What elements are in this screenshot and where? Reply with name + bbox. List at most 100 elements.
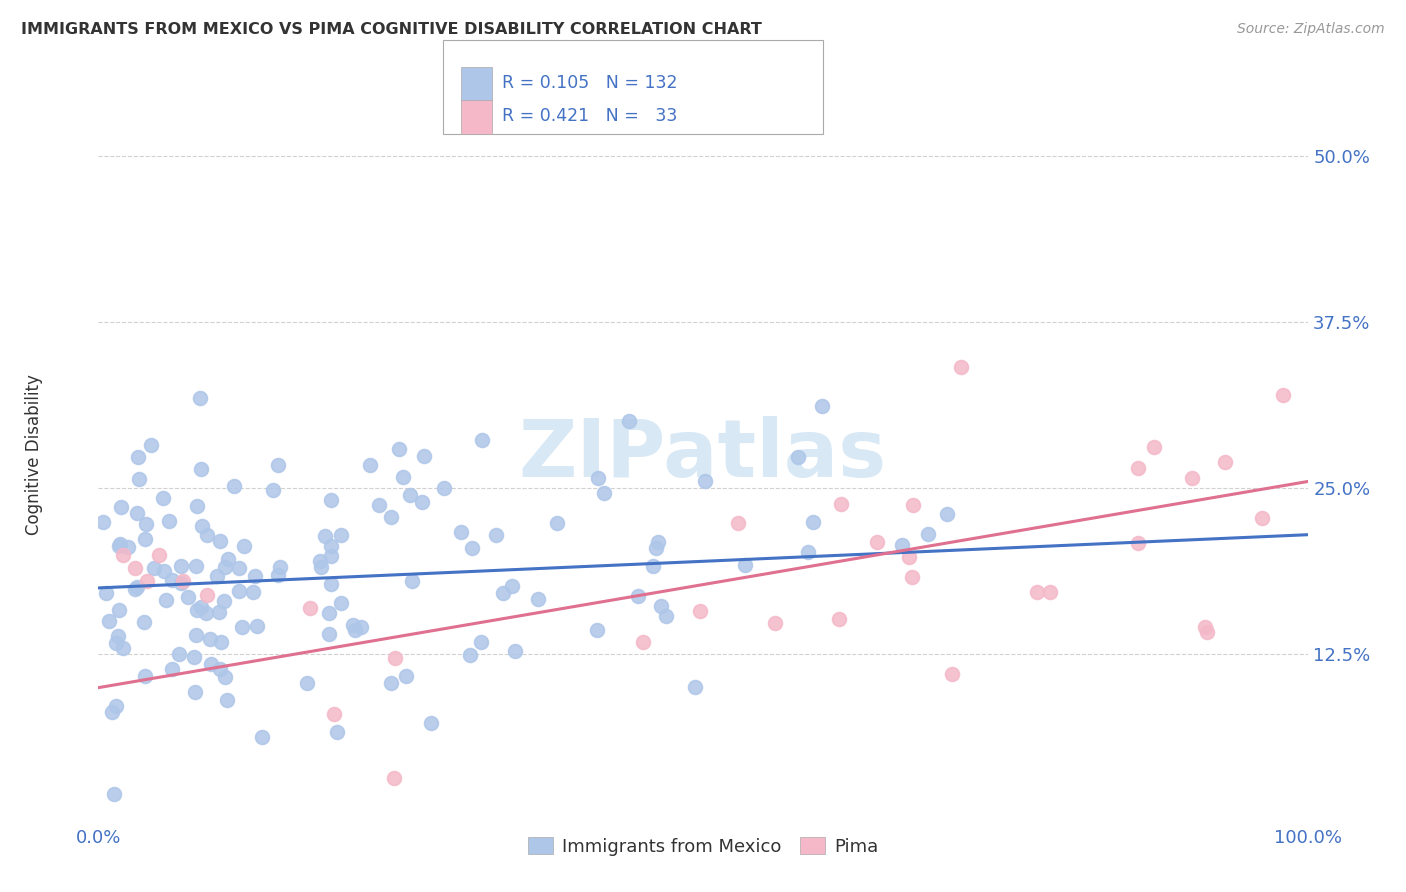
Point <box>323 707 346 722</box>
Point <box>246 618 269 632</box>
Point <box>135 516 157 531</box>
Point <box>485 528 508 542</box>
Point <box>299 600 322 615</box>
Point <box>128 472 150 486</box>
Point <box>125 506 148 520</box>
Point <box>380 509 402 524</box>
Point <box>1215 455 1237 469</box>
Point <box>104 699 127 714</box>
Point <box>368 498 391 512</box>
Point <box>470 635 492 649</box>
Point <box>224 479 246 493</box>
Point <box>319 549 342 564</box>
Point <box>734 558 756 572</box>
Point <box>214 670 236 684</box>
Point <box>420 716 443 731</box>
Point <box>828 612 851 626</box>
Point <box>208 662 231 676</box>
Text: R = 0.421   N =   33: R = 0.421 N = 33 <box>502 107 678 125</box>
Point <box>319 539 342 553</box>
Point <box>586 623 609 637</box>
Point <box>411 495 433 509</box>
Point <box>170 559 193 574</box>
Point <box>242 584 264 599</box>
Point <box>391 470 413 484</box>
Legend: Immigrants from Mexico, Pima: Immigrants from Mexico, Pima <box>520 830 886 863</box>
Point <box>157 514 180 528</box>
Point <box>194 606 217 620</box>
Point <box>309 560 332 574</box>
Point <box>191 518 214 533</box>
Point <box>359 458 381 472</box>
Point <box>269 560 291 574</box>
Point <box>217 692 239 706</box>
Point <box>461 541 484 556</box>
Point <box>200 657 222 672</box>
Point <box>132 615 155 629</box>
Point <box>190 462 212 476</box>
Point <box>195 528 218 542</box>
Point <box>650 599 672 613</box>
Point <box>134 533 156 547</box>
Point <box>917 527 939 541</box>
Point <box>208 533 231 548</box>
Point <box>184 685 207 699</box>
Y-axis label: Cognitive Disability: Cognitive Disability <box>25 375 42 535</box>
Point <box>110 537 132 551</box>
Point <box>190 600 212 615</box>
Point <box>155 592 177 607</box>
Point <box>124 561 146 575</box>
Point <box>901 570 924 584</box>
Point <box>169 576 191 591</box>
Point <box>350 620 373 634</box>
Point <box>382 771 405 785</box>
Point <box>1039 585 1062 599</box>
Point <box>111 548 134 562</box>
Point <box>1128 461 1150 475</box>
Point <box>153 564 176 578</box>
Point <box>108 603 131 617</box>
Point <box>384 651 406 665</box>
Point <box>205 569 228 583</box>
Point <box>330 596 353 610</box>
Point <box>631 635 654 649</box>
Point <box>143 561 166 575</box>
Point <box>401 574 423 588</box>
Point <box>318 606 340 620</box>
Point <box>148 548 170 562</box>
Point <box>1194 620 1216 634</box>
Point <box>188 392 211 406</box>
Point <box>233 539 256 553</box>
Point <box>186 499 208 513</box>
Point <box>127 580 149 594</box>
Point <box>1126 536 1149 550</box>
Point <box>903 498 925 512</box>
Point <box>344 623 367 637</box>
Point <box>124 582 146 596</box>
Point <box>727 516 749 530</box>
Text: ZIPatlas: ZIPatlas <box>519 416 887 494</box>
Point <box>186 628 208 642</box>
Point <box>321 493 343 508</box>
Point <box>1251 510 1274 524</box>
Point <box>184 559 207 574</box>
Point <box>96 585 118 599</box>
Point <box>647 535 669 549</box>
Point <box>1026 585 1049 599</box>
Point <box>505 644 527 658</box>
Point <box>262 483 284 497</box>
Point <box>830 497 852 511</box>
Point <box>167 647 190 661</box>
Text: Source: ZipAtlas.com: Source: ZipAtlas.com <box>1237 22 1385 37</box>
Point <box>267 568 290 582</box>
Point <box>683 681 706 695</box>
Point <box>100 705 122 719</box>
Point <box>212 594 235 608</box>
Point <box>450 525 472 540</box>
Point <box>326 725 349 739</box>
Point <box>398 487 420 501</box>
Text: R = 0.105   N = 132: R = 0.105 N = 132 <box>502 74 678 92</box>
Point <box>941 666 963 681</box>
Point <box>209 635 232 649</box>
Point <box>183 650 205 665</box>
